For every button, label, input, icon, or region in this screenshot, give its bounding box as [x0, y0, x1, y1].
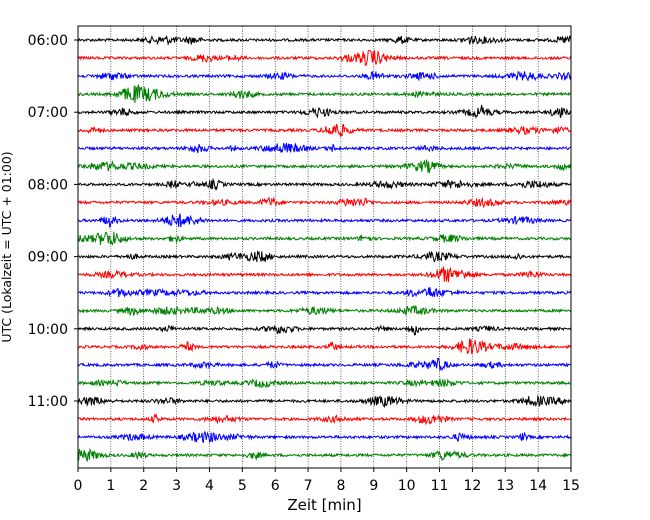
x-tick-label-9: 9 — [369, 478, 378, 494]
trace-1100 — [77, 394, 572, 409]
x-tick-label-1: 1 — [106, 478, 115, 494]
trace-1015 — [77, 338, 572, 355]
x-tick-label-4: 4 — [205, 478, 214, 494]
trace-1030 — [77, 357, 572, 371]
trace-0745 — [77, 159, 572, 173]
trace-0830 — [77, 213, 572, 229]
x-tick-label-0: 0 — [74, 478, 83, 494]
trace-0715 — [77, 123, 572, 138]
trace-0615 — [77, 49, 572, 66]
y-tick-label-1000: 10:00 — [28, 322, 68, 338]
x-tick-label-8: 8 — [336, 478, 345, 494]
trace-1145 — [77, 447, 572, 463]
trace-1000 — [77, 324, 572, 336]
y-tick-label-0600: 06:00 — [28, 33, 68, 49]
grid-lines — [110, 26, 539, 468]
trace-0700 — [77, 104, 572, 119]
x-tick-label-10: 10 — [398, 478, 416, 494]
y-tick-label-0700: 07:00 — [28, 105, 68, 121]
x-tick-label-13: 13 — [496, 478, 514, 494]
trace-0915 — [77, 266, 572, 283]
x-tick-label-5: 5 — [238, 478, 247, 494]
trace-1130 — [77, 430, 572, 444]
x-tick-label-7: 7 — [304, 478, 313, 494]
x-axis-ticks: 0 1 2 3 4 5 6 7 8 9 10 11 12 13 14 15 — [74, 468, 580, 494]
x-axis-label: Zeit [min] — [287, 496, 361, 514]
trace-0900 — [77, 250, 572, 263]
trace-0815 — [77, 196, 572, 209]
trace-0800 — [77, 177, 572, 191]
x-tick-label-12: 12 — [463, 478, 481, 494]
trace-0845 — [77, 231, 572, 246]
trace-1045 — [77, 377, 572, 389]
plot-frame — [77, 25, 572, 469]
y-tick-label-0800: 08:00 — [28, 177, 68, 193]
x-tick-label-14: 14 — [529, 478, 547, 494]
trace-0630 — [77, 70, 572, 82]
y-axis-ticks: 06:00 07:00 08:00 09:00 10:00 11:00 — [28, 33, 78, 410]
y-axis-label: UTC (Lokalzeit = UTC + 01:00) — [0, 151, 14, 342]
trace-1115 — [78, 413, 572, 426]
x-tick-label-11: 11 — [431, 478, 449, 494]
trace-0645 — [77, 83, 572, 104]
y-tick-label-0900: 09:00 — [28, 250, 68, 266]
trace-0930 — [77, 287, 572, 298]
x-tick-label-6: 6 — [271, 478, 280, 494]
x-tick-label-2: 2 — [139, 478, 148, 494]
trace-0600 — [77, 34, 572, 46]
trace-group — [77, 34, 572, 463]
x-tick-label-3: 3 — [172, 478, 181, 494]
trace-0945 — [77, 304, 572, 317]
x-tick-label-15: 15 — [562, 478, 580, 494]
trace-0730 — [77, 142, 572, 154]
y-tick-label-1100: 11:00 — [28, 394, 68, 410]
